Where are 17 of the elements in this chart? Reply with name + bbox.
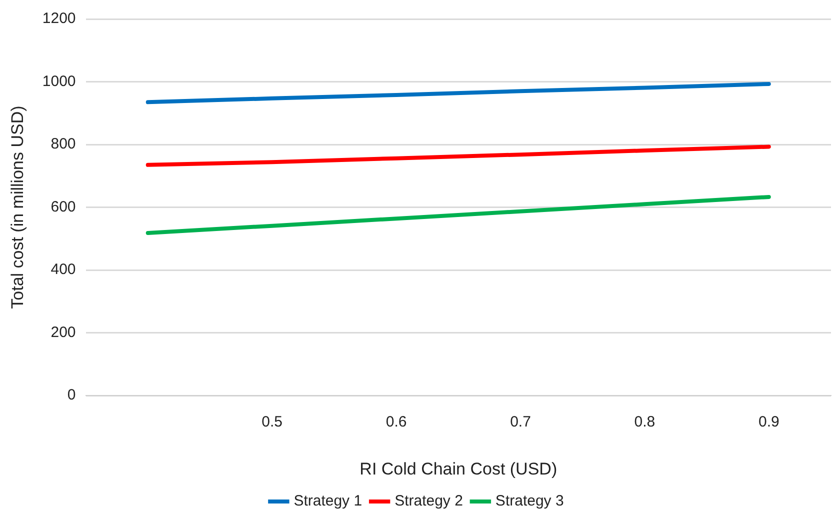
x-tick-label: 0.6: [386, 414, 407, 431]
x-tick-label: 0.7: [510, 414, 531, 431]
y-tick-label: 1200: [42, 10, 76, 28]
x-tick-label: 0.5: [262, 414, 283, 431]
y-tick-label: 400: [50, 261, 76, 278]
legend-label: Strategy 3: [495, 492, 564, 510]
legend-label: Strategy 1: [294, 492, 362, 510]
legend-label: Strategy 2: [394, 492, 463, 510]
x-tick-label: 0.8: [634, 414, 656, 431]
y-tick-label: 0: [67, 386, 76, 404]
x-tick-label: 0.9: [758, 414, 780, 431]
y-axis-title: Total cost (in millions USD): [8, 106, 27, 309]
x-axis-title: RI Cold Chain Cost (USD): [360, 459, 558, 478]
y-tick-label: 800: [50, 136, 76, 153]
y-tick-label: 200: [50, 324, 76, 341]
y-tick-label: 1000: [42, 72, 76, 90]
y-tick-label: 600: [50, 198, 76, 216]
